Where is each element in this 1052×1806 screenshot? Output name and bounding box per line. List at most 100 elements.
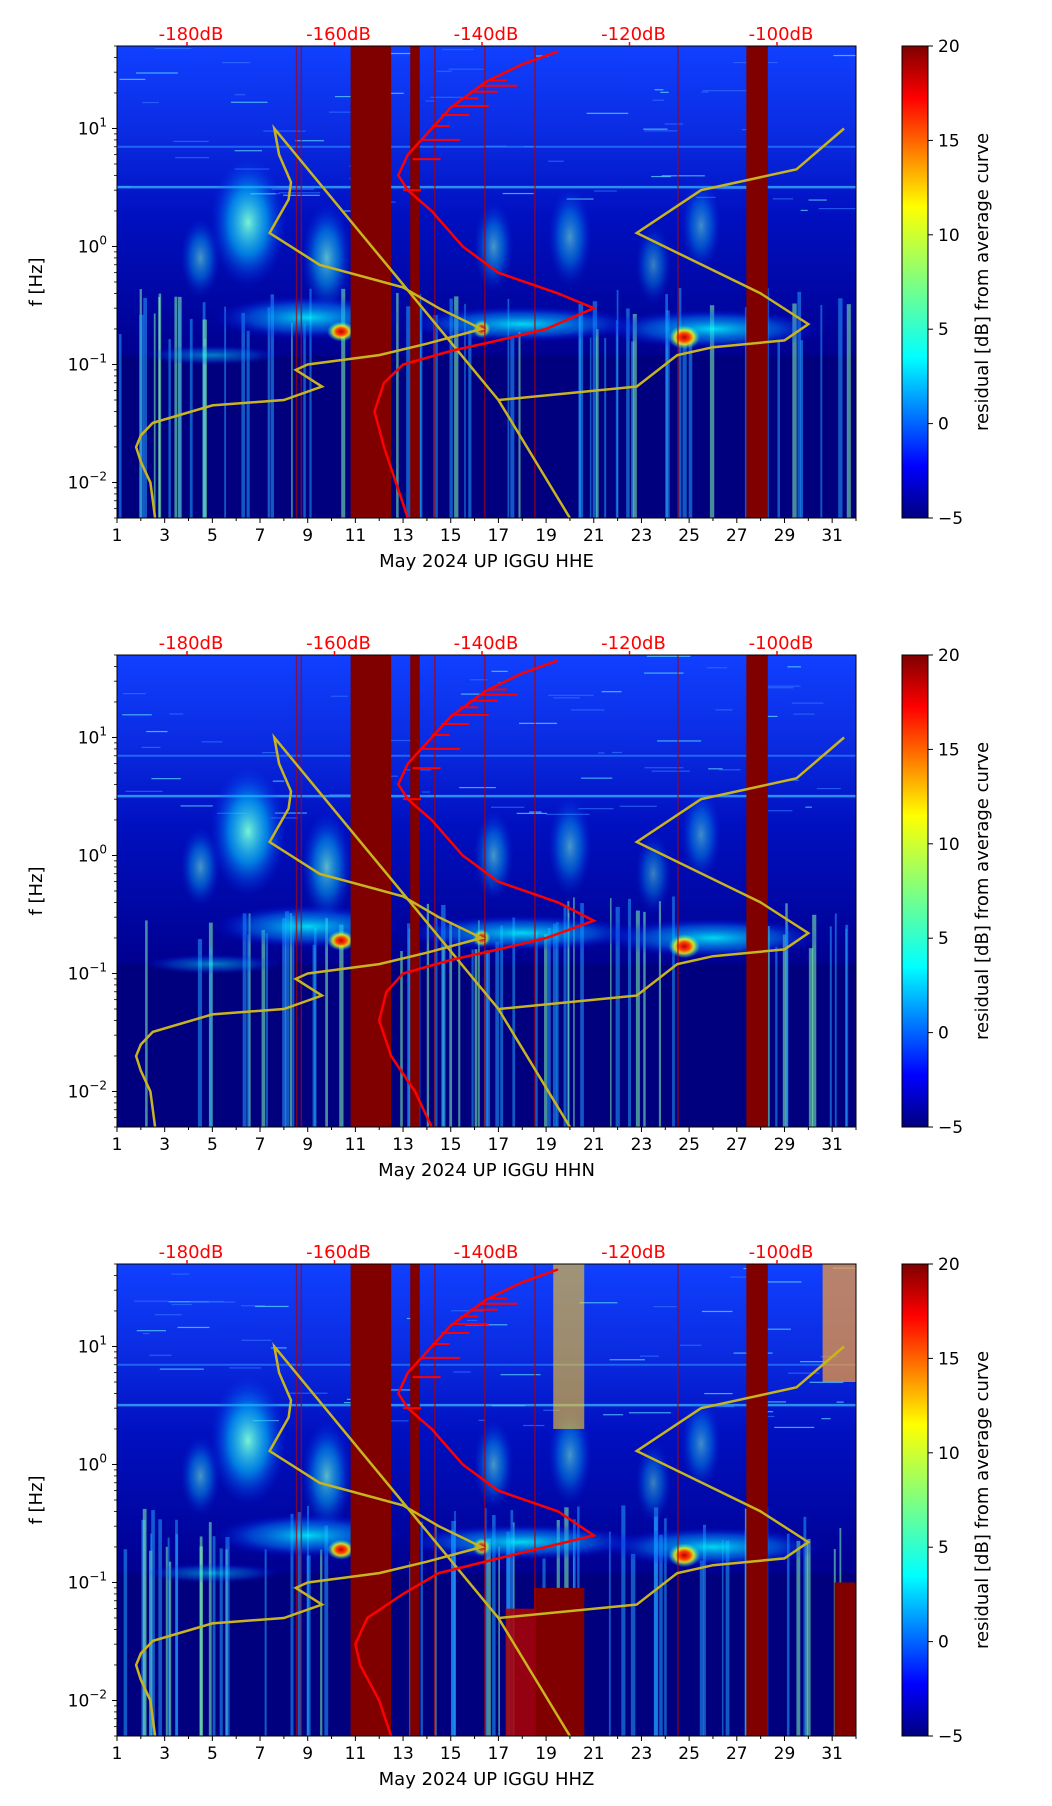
energy-blob — [547, 187, 592, 288]
event-streak — [518, 331, 521, 518]
event-streak — [306, 1555, 311, 1736]
x-tick-label: 3 — [159, 1744, 170, 1764]
event-streak — [846, 304, 851, 518]
noise-streak — [661, 175, 705, 177]
event-streak — [635, 910, 640, 1127]
colorbar-tick-label: −5 — [938, 1118, 963, 1138]
noise-streak — [787, 666, 801, 668]
event-streak — [672, 896, 675, 1127]
event-streak — [699, 1560, 704, 1736]
noise-streak — [702, 90, 749, 92]
event-streak — [313, 927, 317, 1127]
x-tick-label: 3 — [159, 526, 170, 546]
event-streak — [510, 336, 515, 518]
noise-streak — [653, 1306, 677, 1308]
energy-blob — [180, 826, 221, 907]
event-streak — [449, 298, 453, 518]
x-tick-label: 29 — [774, 526, 796, 546]
event-streak — [212, 1536, 216, 1736]
event-streak — [297, 1512, 302, 1736]
y-tick-exponent: 0 — [99, 233, 107, 247]
hot-spot — [327, 321, 356, 342]
event-streak — [291, 322, 293, 518]
noise-streak — [149, 1354, 172, 1356]
y-tick-exponent: −1 — [89, 960, 107, 974]
noise-streak — [199, 1301, 236, 1303]
y-tick-base: 10 — [68, 1573, 90, 1593]
noise-streak — [809, 1381, 844, 1383]
event-streak — [165, 1546, 168, 1736]
x-tick-label: 31 — [821, 526, 843, 546]
y-tick-exponent: −2 — [89, 469, 107, 483]
x-tick-label: 13 — [392, 1744, 414, 1764]
x-tick-label: 11 — [345, 1135, 367, 1155]
noise-streak — [701, 91, 709, 93]
noise-streak — [451, 1310, 484, 1312]
noise-streak — [154, 1314, 182, 1316]
y-tick-base: 10 — [68, 964, 90, 984]
energy-blob — [635, 1442, 672, 1523]
event-streak — [264, 1549, 267, 1736]
x-tick-label: 29 — [774, 1744, 796, 1764]
event-streak — [507, 298, 510, 518]
event-streak — [615, 320, 618, 518]
noise-streak — [640, 1355, 659, 1357]
noise-streak — [664, 123, 684, 125]
event-streak — [604, 337, 607, 518]
x-tick-label: 9 — [302, 1744, 313, 1764]
colorbar-tick-label: 20 — [938, 1255, 960, 1275]
energy-blob — [180, 1435, 221, 1516]
event-streak — [665, 294, 668, 518]
event-streak — [325, 917, 328, 1127]
top-axis-label--160dB: -160dB — [306, 24, 371, 45]
event-streak — [339, 924, 344, 1127]
event-streak — [118, 334, 122, 518]
mean-psd-curve-red — [354, 1268, 597, 1736]
noise-streak — [467, 1319, 478, 1322]
event-streak — [143, 297, 147, 518]
noise-streak — [553, 697, 580, 699]
top-axis-label--120dB: -120dB — [601, 24, 666, 45]
noise-streak — [705, 187, 748, 190]
event-streak — [643, 911, 646, 1127]
event-streak — [471, 949, 474, 1127]
event-streak — [449, 921, 453, 1127]
event-streak — [721, 1539, 724, 1736]
noise-streak — [271, 188, 315, 190]
noise-streak — [180, 805, 213, 807]
noise-streak — [384, 52, 413, 55]
noise-streak — [459, 786, 496, 789]
noise-streak — [241, 1305, 266, 1307]
event-streak — [498, 1546, 500, 1736]
colorbar-tick-label: 15 — [938, 131, 960, 151]
event-streak — [247, 934, 250, 1127]
event-streak — [808, 948, 814, 1127]
colorbar-tick-label: 15 — [938, 740, 960, 760]
noise-streak — [548, 694, 594, 696]
event-streak — [261, 929, 266, 1127]
event-streak — [474, 949, 478, 1127]
event-streak — [563, 904, 567, 1127]
x-tick-label: 5 — [207, 1744, 218, 1764]
noise-streak — [430, 96, 468, 98]
hot-spot — [668, 325, 701, 350]
event-streak — [556, 922, 559, 1127]
noise-streak — [660, 91, 669, 93]
x-tick-label: 15 — [440, 1135, 462, 1155]
event-streak — [812, 914, 817, 1127]
noise-streak — [263, 130, 306, 132]
noise-streak — [793, 713, 815, 715]
colorbar-label: residual [dB] from average curve — [972, 133, 993, 431]
y-tick-exponent: −2 — [89, 1078, 107, 1092]
y-tick-base: 10 — [78, 237, 100, 257]
energy-blob — [210, 1375, 287, 1506]
data-gap-line — [534, 46, 536, 518]
noise-streak — [609, 1359, 645, 1361]
x-tick-label: 15 — [440, 526, 462, 546]
colorbar-label: residual [dB] from average curve — [972, 1351, 993, 1649]
event-streak — [834, 913, 837, 1127]
energy-blob — [473, 810, 514, 901]
y-tick-exponent: −1 — [89, 351, 107, 365]
